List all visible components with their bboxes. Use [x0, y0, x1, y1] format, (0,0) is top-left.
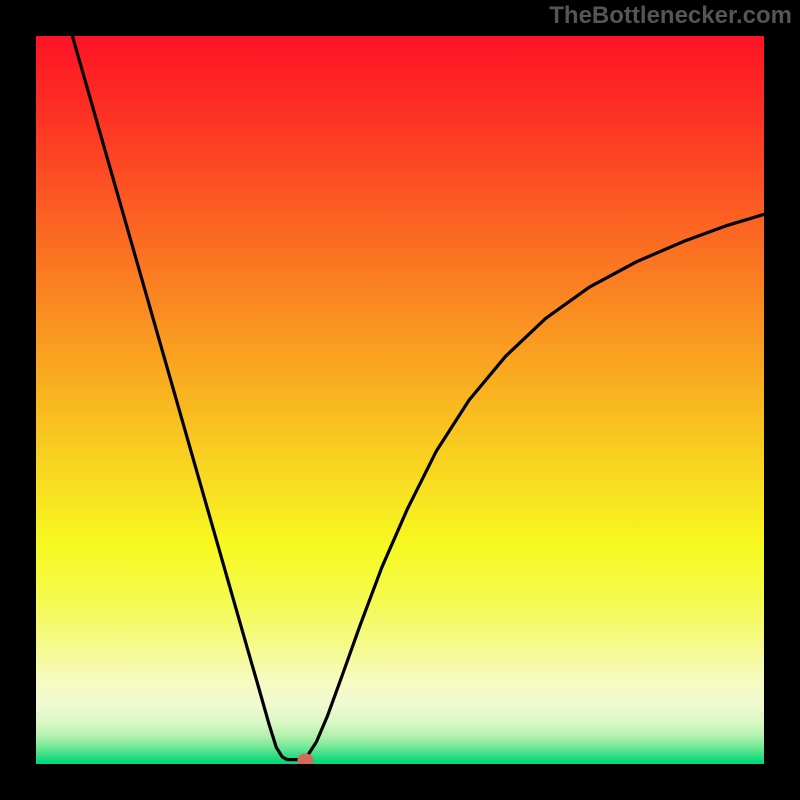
- gradient-background: [36, 36, 764, 764]
- watermark-text: TheBottlenecker.com: [549, 2, 792, 30]
- plot-area: [36, 36, 764, 764]
- chart-svg: [36, 36, 764, 764]
